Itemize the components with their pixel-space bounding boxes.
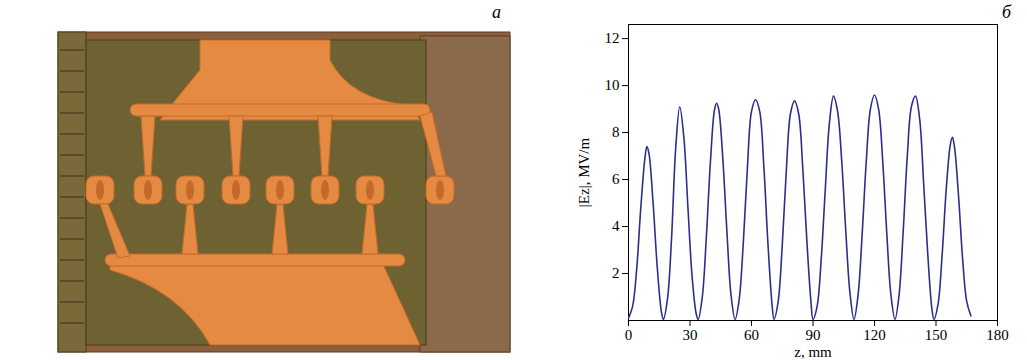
svg-text:120: 120 — [863, 327, 886, 343]
svg-text:30: 30 — [683, 327, 698, 343]
svg-text:6: 6 — [612, 171, 620, 187]
svg-text:z, mm: z, mm — [794, 344, 832, 360]
svg-text:|Ez|, MV/m: |Ez|, MV/m — [576, 138, 592, 208]
html-text:б: б — [1002, 2, 1012, 22]
svg-text:150: 150 — [925, 327, 948, 343]
svg-text:4: 4 — [612, 218, 620, 234]
svg-text:12: 12 — [605, 30, 620, 46]
svg-text:60: 60 — [744, 327, 759, 343]
svg-text:8: 8 — [612, 124, 620, 140]
svg-text:0: 0 — [625, 327, 633, 343]
svg-text:180: 180 — [986, 327, 1009, 343]
svg-text:10: 10 — [605, 77, 620, 93]
svg-text:2: 2 — [612, 265, 620, 281]
svg-text:90: 90 — [806, 327, 821, 343]
html-text:a: a — [492, 2, 501, 22]
